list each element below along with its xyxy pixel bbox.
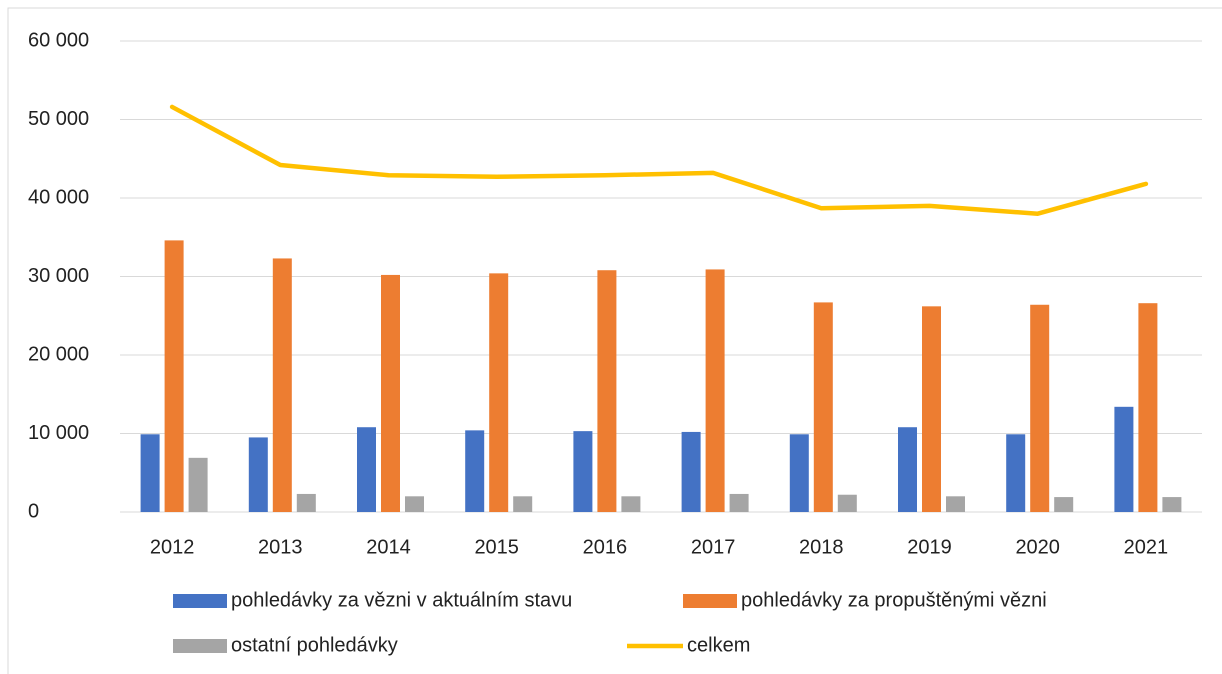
legend-label: pohledávky za propuštěnými vězni: [741, 589, 1047, 611]
line: [169, 104, 1149, 216]
bar: [1054, 497, 1074, 512]
legend-swatch: [683, 594, 737, 608]
bar: [597, 270, 617, 512]
x-tick-label: 2017: [691, 536, 736, 558]
legend-label: pohledávky za vězni v aktuálním stavu: [231, 589, 572, 611]
legend-swatch: [173, 594, 227, 608]
bar: [357, 427, 376, 512]
bar: [1162, 497, 1182, 512]
bar: [513, 496, 533, 512]
bar: [248, 437, 268, 512]
bar: [1114, 406, 1134, 512]
bar: [489, 273, 509, 512]
bar: [729, 493, 749, 512]
x-tick-label: 2018: [799, 536, 844, 558]
bar: [898, 427, 917, 512]
x-tick-label: 2019: [907, 536, 952, 558]
x-tick-label: 2014: [366, 536, 411, 558]
bar: [405, 496, 424, 512]
bar: [272, 258, 292, 512]
bar: [813, 302, 833, 512]
bar: [946, 496, 965, 512]
bar: [465, 430, 485, 512]
legend-label: celkem: [687, 634, 750, 656]
bar: [621, 496, 641, 512]
y-tick-label: 50 000: [28, 108, 89, 130]
bar: [381, 274, 400, 512]
x-tick-label: 2020: [1015, 536, 1060, 558]
x-tick-label: 2013: [258, 536, 303, 558]
x-tick-label: 2015: [474, 536, 519, 558]
bar: [164, 240, 184, 512]
bar: [705, 269, 725, 512]
bar: [922, 306, 941, 512]
bar: [140, 434, 160, 512]
bar: [573, 431, 593, 512]
y-tick-label: 10 000: [28, 422, 89, 444]
bar: [837, 494, 857, 512]
y-tick-label: 40 000: [28, 186, 89, 208]
x-tick-label: 2016: [583, 536, 628, 558]
bar: [1030, 304, 1050, 512]
bar: [188, 457, 208, 512]
x-tick-label: 2012: [150, 536, 195, 558]
y-tick-label: 30 000: [28, 265, 89, 287]
bar: [681, 431, 701, 512]
bar: [1138, 303, 1158, 512]
x-tick-label: 2021: [1124, 536, 1169, 558]
y-tick-label: 60 000: [28, 29, 89, 51]
y-tick-label: 0: [28, 500, 39, 522]
bar: [1006, 434, 1026, 512]
legend-swatch: [173, 639, 227, 653]
y-tick-label: 20 000: [28, 343, 89, 365]
bar: [789, 434, 809, 512]
legend-label: ostatní pohledávky: [231, 634, 398, 656]
chart-border: [7, 7, 1222, 674]
bar: [296, 493, 316, 512]
